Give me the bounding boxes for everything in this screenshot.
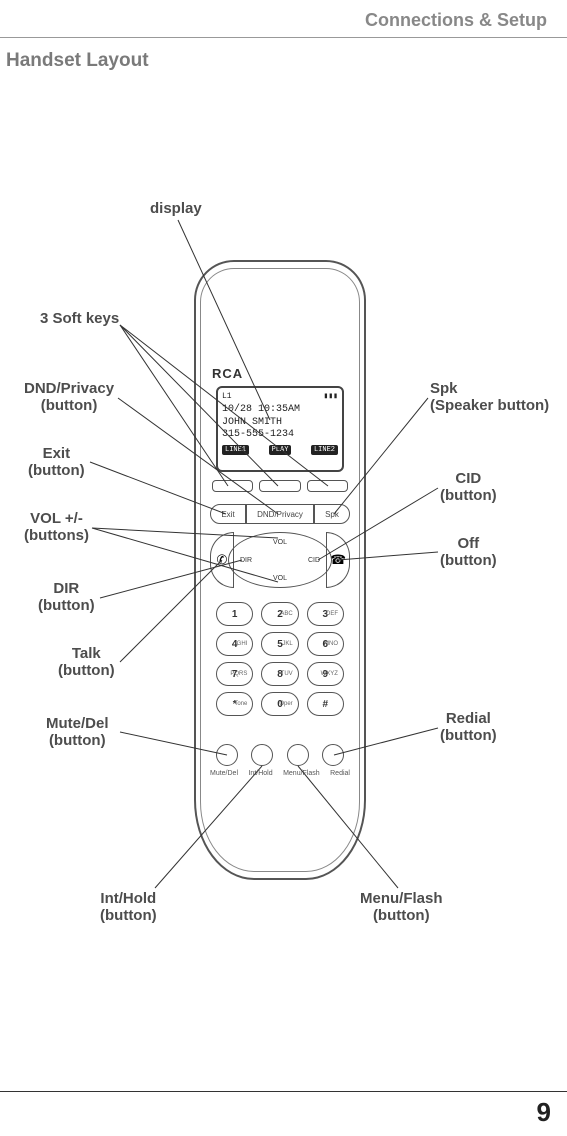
callout-softkeys: 3 Soft keys xyxy=(40,310,119,327)
display-indicator-left: L1 xyxy=(222,392,232,402)
display-line-2: JOHN SMITH xyxy=(222,417,338,430)
display-line-3: 315-555-1234 xyxy=(222,429,338,442)
key-7[interactable]: 7PQRS xyxy=(216,662,253,686)
page-number: 9 xyxy=(537,1097,551,1128)
callout-vol: VOL +/-(buttons) xyxy=(24,510,89,545)
diagram-area: RCA L1 ▮▮▮ 10/28 10:35AM JOHN SMITH 315-… xyxy=(0,80,567,1060)
header-rule xyxy=(0,37,567,38)
menu-flash-label: Menu/Flash xyxy=(283,770,320,777)
vol-up-label: VOL xyxy=(273,539,287,546)
callout-off: Off(button) xyxy=(440,535,497,570)
bottom-labels-row: Mute/Del Int/Hold Menu/Flash Redial xyxy=(210,770,350,777)
display-line-1: 10/28 10:35AM xyxy=(222,404,338,417)
callout-dir: DIR(button) xyxy=(38,580,95,615)
battery-icon: ▮▮▮ xyxy=(324,392,338,402)
int-hold-button[interactable] xyxy=(251,744,273,766)
spk-button[interactable]: Spk xyxy=(314,504,350,524)
softkeys-row xyxy=(212,480,348,494)
mute-del-label: Mute/Del xyxy=(210,770,238,777)
callout-talk: Talk(button) xyxy=(58,645,115,680)
callout-menu: Menu/Flash(button) xyxy=(360,890,443,925)
footer-rule xyxy=(0,1091,567,1092)
key-1[interactable]: 1 xyxy=(216,602,253,626)
exit-button[interactable]: Exit xyxy=(210,504,246,524)
softkey-button-2[interactable] xyxy=(259,480,300,492)
key-9[interactable]: 9WXYZ xyxy=(307,662,344,686)
callout-dnd: DND/Privacy(button) xyxy=(24,380,114,415)
dir-label: DIR xyxy=(240,557,252,564)
callout-exit: Exit(button) xyxy=(28,445,85,480)
mute-del-button[interactable] xyxy=(216,744,238,766)
softkey-3-label: LINE2 xyxy=(311,445,338,456)
key-4[interactable]: 4GHI xyxy=(216,632,253,656)
redial-label: Redial xyxy=(330,770,350,777)
key-5[interactable]: 5JKL xyxy=(261,632,298,656)
brand-logo: RCA xyxy=(212,366,243,381)
handset-display: L1 ▮▮▮ 10/28 10:35AM JOHN SMITH 315-555-… xyxy=(216,386,344,472)
callout-redial: Redial(button) xyxy=(440,710,497,745)
menu-flash-button[interactable] xyxy=(287,744,309,766)
nav-pad[interactable]: VOL DIR CID VOL xyxy=(228,532,332,588)
softkey-2-label: PLAY xyxy=(269,445,292,456)
softkey-button-1[interactable] xyxy=(212,480,253,492)
key-3[interactable]: 3DEF xyxy=(307,602,344,626)
page-title: Handset Layout xyxy=(0,50,567,72)
int-hold-label: Int/Hold xyxy=(248,770,272,777)
key-8[interactable]: 8TUV xyxy=(261,662,298,686)
softkey-1-label: LINE1 xyxy=(222,445,249,456)
key-star[interactable]: *Tone xyxy=(216,692,253,716)
callout-inthold: Int/Hold(button) xyxy=(100,890,157,925)
membrane-row: Exit DND/Privacy Spk xyxy=(210,504,350,526)
callout-cid: CID(button) xyxy=(440,470,497,505)
vol-down-label: VOL xyxy=(273,575,287,582)
softkey-button-3[interactable] xyxy=(307,480,348,492)
key-2[interactable]: 2ABC xyxy=(261,602,298,626)
keypad: 1 2ABC 3DEF 4GHI 5JKL 6MNO 7PQRS 8TUV 9W… xyxy=(216,602,344,716)
key-0[interactable]: 0Oper xyxy=(261,692,298,716)
callout-spk: Spk(Speaker button) xyxy=(430,380,549,415)
section-header: Connections & Setup xyxy=(0,0,567,37)
key-hash[interactable]: # xyxy=(307,692,344,716)
key-6[interactable]: 6MNO xyxy=(307,632,344,656)
callout-display: display xyxy=(150,200,202,217)
callout-mute: Mute/Del(button) xyxy=(46,715,109,750)
dnd-privacy-button[interactable]: DND/Privacy xyxy=(246,504,314,524)
bottom-button-row xyxy=(216,744,344,766)
cid-label: CID xyxy=(308,557,320,564)
redial-button[interactable] xyxy=(322,744,344,766)
